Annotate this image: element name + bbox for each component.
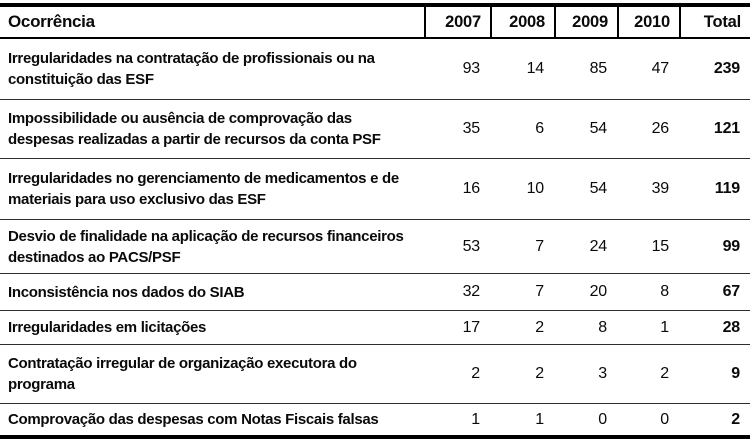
table-header-row: Ocorrência 2007 2008 2009 2010 Total — [0, 7, 750, 39]
table-row: Irregularidades na contratação de profis… — [0, 39, 750, 100]
occurrence-label: Irregularidades no gerenciamento de medi… — [8, 170, 399, 208]
value-2007: 17 — [462, 318, 481, 336]
value-2010: 15 — [651, 237, 670, 255]
value-2007: 16 — [462, 180, 481, 197]
value-2010: 39 — [651, 180, 670, 197]
value-2008: 2 — [535, 365, 544, 382]
column-header-2009: 2009 — [554, 7, 617, 37]
occurrence-label: Irregularidades na contratação de profis… — [8, 50, 375, 88]
value-2009: 3 — [598, 365, 607, 382]
value-2009: 54 — [589, 120, 608, 137]
value-2010: 0 — [660, 410, 669, 428]
value-2007: 1 — [471, 410, 480, 428]
occurrences-by-year-table: Ocorrência 2007 2008 2009 2010 Total Irr… — [0, 3, 750, 439]
table-row: Irregularidades em licitações 17 2 8 1 2… — [0, 311, 750, 345]
value-2009: 54 — [589, 180, 608, 197]
occurrence-label: Inconsistência nos dados do SIAB — [8, 283, 245, 301]
value-2008: 1 — [535, 410, 544, 428]
value-2008: 10 — [526, 180, 545, 197]
table-row: Irregularidades no gerenciamento de medi… — [0, 159, 750, 220]
occurrence-label: Irregularidades em licitações — [8, 319, 207, 336]
occurrence-label: Desvio de finalidade na aplicação de rec… — [8, 227, 404, 266]
occurrence-label: Comprovação das despesas com Notas Fisca… — [8, 411, 379, 428]
value-2010: 26 — [651, 120, 670, 137]
value-total: 99 — [722, 237, 741, 255]
value-2007: 32 — [462, 283, 481, 300]
occurrence-label: Impossibilidade ou ausência de comprovaç… — [8, 110, 381, 148]
value-2008: 7 — [535, 237, 544, 255]
value-2009: 20 — [589, 283, 608, 300]
value-2008: 6 — [535, 120, 544, 137]
value-total: 2 — [731, 410, 740, 428]
value-total: 9 — [731, 365, 740, 382]
value-2008: 2 — [535, 318, 544, 336]
value-2007: 93 — [462, 60, 481, 77]
column-header-total: Total — [679, 7, 750, 37]
value-2010: 2 — [660, 365, 669, 382]
table-row: Desvio de finalidade na aplicação de rec… — [0, 220, 750, 274]
value-total: 239 — [713, 60, 740, 77]
value-2010: 8 — [660, 283, 669, 300]
value-2007: 2 — [471, 365, 480, 382]
value-2010: 47 — [651, 60, 670, 77]
column-header-2010: 2010 — [617, 7, 679, 37]
column-header-occurrence: Ocorrência — [8, 12, 95, 31]
value-2010: 1 — [660, 318, 669, 336]
value-total: 28 — [722, 318, 741, 336]
table-row: Contratação irregular de organização exe… — [0, 345, 750, 404]
value-2008: 7 — [535, 283, 544, 300]
column-header-2008: 2008 — [490, 7, 554, 37]
table-row: Inconsistência nos dados do SIAB 32 7 20… — [0, 274, 750, 311]
value-2007: 35 — [462, 120, 481, 137]
value-2008: 14 — [526, 60, 545, 77]
value-2007: 53 — [462, 237, 481, 255]
table-row: Impossibilidade ou ausência de comprovaç… — [0, 100, 750, 159]
value-2009: 24 — [589, 237, 608, 255]
value-total: 67 — [722, 283, 741, 300]
value-2009: 0 — [598, 410, 607, 428]
value-total: 121 — [713, 120, 740, 137]
column-header-2007: 2007 — [424, 7, 490, 37]
value-total: 119 — [714, 180, 740, 197]
occurrence-label: Contratação irregular de organização exe… — [8, 355, 357, 393]
table-row: Comprovação das despesas com Notas Fisca… — [0, 404, 750, 435]
value-2009: 8 — [598, 318, 607, 336]
value-2009: 85 — [589, 60, 608, 77]
